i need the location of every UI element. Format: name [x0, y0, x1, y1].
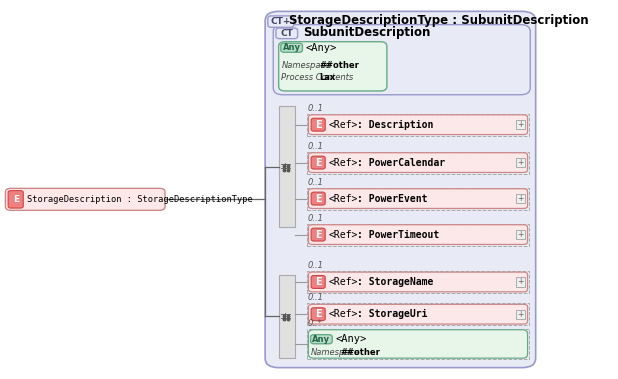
Text: +: +	[517, 230, 523, 239]
FancyBboxPatch shape	[276, 28, 298, 39]
Text: 0..1: 0..1	[307, 104, 323, 113]
Bar	[515, 310, 525, 319]
Text: CT: CT	[281, 29, 293, 38]
FancyBboxPatch shape	[311, 156, 325, 169]
Text: Namespace: Namespace	[281, 61, 331, 70]
FancyBboxPatch shape	[311, 335, 332, 344]
Text: E: E	[315, 230, 321, 240]
Text: <Any>: <Any>	[305, 43, 336, 53]
Text: <Ref>: <Ref>	[329, 158, 358, 168]
Text: : PowerEvent: : PowerEvent	[357, 194, 428, 204]
Text: E: E	[315, 309, 321, 319]
Text: Any: Any	[282, 43, 300, 52]
Bar	[515, 194, 525, 203]
Text: Lax: Lax	[320, 73, 336, 82]
Text: E: E	[315, 194, 321, 204]
Text: 0..1: 0..1	[307, 261, 323, 270]
Bar	[279, 275, 295, 358]
FancyBboxPatch shape	[308, 225, 528, 244]
FancyBboxPatch shape	[8, 191, 23, 208]
FancyBboxPatch shape	[265, 11, 536, 368]
FancyBboxPatch shape	[279, 42, 387, 91]
Bar	[307, 188, 529, 210]
Text: E: E	[315, 120, 321, 130]
Text: +: +	[517, 120, 523, 129]
Text: <Any>: <Any>	[336, 334, 366, 344]
Text: 0..1: 0..1	[307, 178, 323, 187]
Text: 0..1: 0..1	[307, 293, 323, 302]
Text: <Ref>: <Ref>	[329, 230, 358, 240]
Text: SubunitDescription: SubunitDescription	[303, 27, 430, 39]
Text: ##other: ##other	[320, 61, 359, 70]
FancyBboxPatch shape	[311, 118, 325, 131]
Text: E: E	[315, 277, 321, 287]
Text: +: +	[517, 158, 523, 167]
Bar	[279, 106, 295, 227]
Text: E: E	[12, 195, 19, 204]
Text: +: +	[517, 277, 523, 287]
Bar	[307, 224, 529, 246]
Bar	[307, 271, 529, 293]
Text: <Ref>: <Ref>	[329, 120, 358, 130]
Text: StorageDescriptionType : SubunitDescription: StorageDescriptionType : SubunitDescript…	[289, 14, 589, 27]
Bar	[307, 114, 529, 136]
Text: <Ref>: <Ref>	[329, 277, 358, 287]
Text: Process Contents: Process Contents	[281, 73, 353, 82]
Text: : StorageName: : StorageName	[357, 277, 433, 287]
Bar	[307, 303, 529, 325]
FancyBboxPatch shape	[311, 192, 325, 205]
Text: : PowerCalendar: : PowerCalendar	[357, 158, 445, 168]
Text: : StorageUri: : StorageUri	[357, 309, 428, 319]
Bar	[307, 329, 529, 359]
FancyBboxPatch shape	[311, 308, 325, 321]
FancyBboxPatch shape	[281, 43, 302, 52]
Bar	[307, 152, 529, 174]
FancyBboxPatch shape	[311, 276, 325, 288]
FancyBboxPatch shape	[308, 272, 528, 292]
Text: : Description: : Description	[357, 120, 433, 130]
FancyBboxPatch shape	[273, 25, 530, 95]
Text: Namespace: Namespace	[311, 348, 360, 357]
Text: ##other: ##other	[341, 348, 381, 357]
FancyBboxPatch shape	[308, 304, 528, 324]
Text: +: +	[517, 194, 523, 203]
FancyBboxPatch shape	[308, 153, 528, 172]
Text: E: E	[315, 158, 321, 168]
FancyBboxPatch shape	[308, 115, 528, 135]
Bar	[515, 158, 525, 167]
Text: 0..*: 0..*	[307, 319, 322, 328]
Text: +: +	[517, 310, 523, 319]
Bar	[515, 120, 525, 129]
Text: StorageDescription : StorageDescriptionType: StorageDescription : StorageDescriptionT…	[27, 195, 253, 204]
Bar	[515, 230, 525, 239]
FancyBboxPatch shape	[268, 16, 294, 27]
Bar	[515, 277, 525, 287]
FancyBboxPatch shape	[308, 189, 528, 208]
Text: <Ref>: <Ref>	[329, 309, 358, 319]
Text: CT+: CT+	[271, 17, 291, 26]
Text: 0..1: 0..1	[307, 214, 323, 223]
Text: : PowerTimeout: : PowerTimeout	[357, 230, 439, 240]
FancyBboxPatch shape	[308, 330, 528, 358]
FancyBboxPatch shape	[311, 228, 325, 241]
FancyBboxPatch shape	[6, 188, 165, 210]
Text: <Ref>: <Ref>	[329, 194, 358, 204]
Text: 0..1: 0..1	[307, 142, 323, 151]
Text: Any: Any	[313, 335, 331, 344]
